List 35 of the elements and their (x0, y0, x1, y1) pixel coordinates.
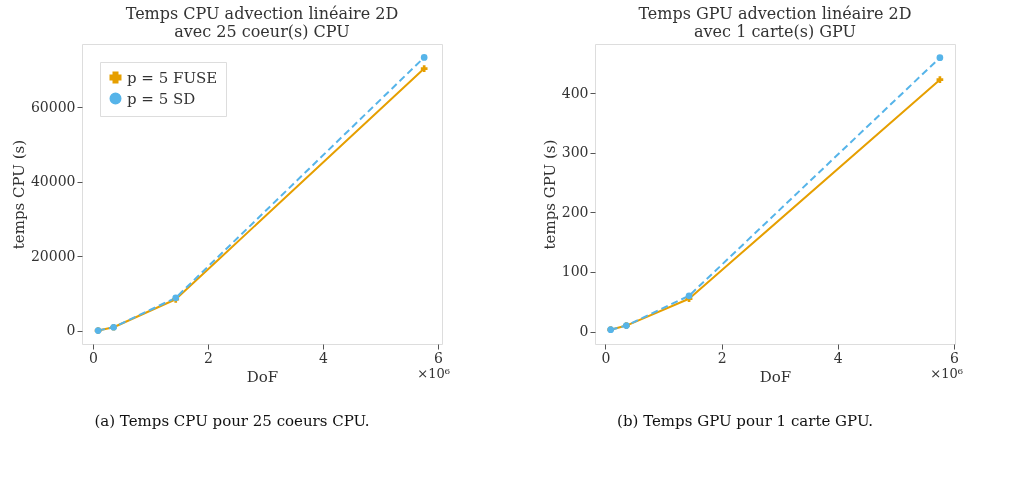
x-axis-title: DoF (759, 367, 792, 386)
text: ×10⁶ (417, 366, 450, 381)
y-tick-label: 0 (66, 322, 76, 339)
chart-title: Temps GPU advection linéaire 2D (638, 4, 912, 23)
y-axis-title: temps CPU (s) (9, 139, 28, 250)
y-tick-label: 300 (561, 144, 589, 161)
text: (b) Temps GPU pour 1 carte GPU. (617, 412, 873, 430)
x-tick-label: 6 (434, 349, 444, 366)
x-tick-label: 6 (949, 349, 959, 366)
y-tick-label: 0 (579, 323, 589, 339)
x-tick-label: 0 (88, 349, 98, 366)
x-tick-label: 4 (833, 349, 843, 366)
y-axis-title: temps GPU (s) (540, 139, 559, 250)
legend-label: p = 5 FUSE (127, 68, 218, 87)
y-tick-label: 200 (561, 203, 589, 220)
x-tick-label: 4 (319, 349, 328, 366)
point (420, 65, 428, 72)
y-tick-label: 60000 (30, 98, 76, 115)
point (936, 76, 944, 84)
chart-subtitle: avec 1 carte(s) GPU (694, 22, 856, 41)
chart-title: Temps CPU advection linéaire 2D (125, 4, 399, 23)
y-tick-label: 400 (561, 84, 589, 101)
x-axis-title: DoF (246, 367, 279, 386)
y-tick-label: 40000 (30, 173, 76, 190)
y-tick-label: 100 (561, 263, 589, 280)
text: ×10⁶ (930, 366, 963, 381)
chart-subtitle: avec 25 coeur(s) CPU (174, 22, 350, 41)
x-tick-label: 0 (601, 349, 611, 366)
point (936, 54, 944, 62)
text: (a) Temps CPU pour 25 coeurs CPU. (94, 412, 370, 430)
x-tick-label: 2 (717, 349, 727, 366)
point (420, 54, 428, 61)
x-tick-label: 2 (203, 349, 213, 366)
legend-label: p = 5 SD (127, 89, 196, 108)
y-tick-label: 20000 (30, 247, 76, 264)
